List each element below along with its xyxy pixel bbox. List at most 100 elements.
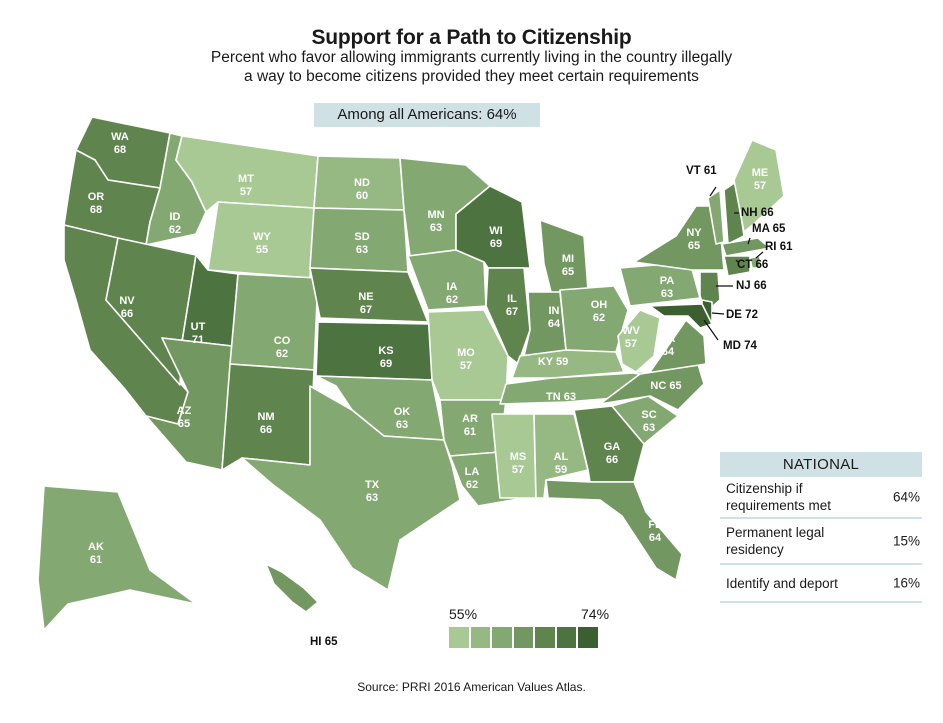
state-abbrev-ut: UT xyxy=(191,321,206,333)
state-abbrev-az: AZ xyxy=(177,405,192,417)
state-ia xyxy=(407,249,487,311)
state-label-ct: CT 66 xyxy=(737,259,768,271)
national-heading: NATIONAL xyxy=(720,452,922,477)
state-value-ga: 66 xyxy=(606,454,618,466)
national-row-label: Identify and deport xyxy=(726,576,838,591)
state-value-me: 57 xyxy=(754,180,766,192)
state-value-id: 62 xyxy=(169,224,181,236)
state-label-ky: KY 59 xyxy=(538,356,568,368)
state-value-wy: 55 xyxy=(256,244,268,256)
state-abbrev-ok: OK xyxy=(394,406,411,418)
leader-line-ma xyxy=(747,237,751,245)
state-value-ca: 67 xyxy=(72,360,84,372)
state-abbrev-mi: MI xyxy=(562,253,574,265)
state-value-wv: 57 xyxy=(625,338,637,350)
state-abbrev-or: OR xyxy=(88,191,105,203)
state-label-tn: TN 63 xyxy=(546,391,576,403)
state-md xyxy=(649,303,713,329)
legend-swatch xyxy=(535,627,555,648)
state-abbrev-ak: AK xyxy=(88,541,104,553)
state-value-wa: 68 xyxy=(114,144,126,156)
state-hi xyxy=(265,563,319,613)
state-abbrev-tx: TX xyxy=(365,479,380,491)
map-subtitle: Percent who favor allowing immigrants cu… xyxy=(0,48,943,86)
national-row-value: 64% xyxy=(892,489,920,505)
state-label-de: DE 72 xyxy=(726,309,758,321)
state-abbrev-in: IN xyxy=(549,305,560,317)
leader-line-de xyxy=(711,312,725,315)
state-value-mn: 63 xyxy=(430,222,442,234)
state-abbrev-va: VA xyxy=(661,333,676,345)
state-value-ok: 63 xyxy=(396,419,408,431)
state-value-mt: 57 xyxy=(240,186,252,198)
state-abbrev-ca: CA xyxy=(70,347,86,359)
state-value-sd: 63 xyxy=(356,244,368,256)
state-abbrev-pa: PA xyxy=(660,275,675,287)
state-value-ar: 61 xyxy=(464,426,476,438)
state-value-pa: 63 xyxy=(661,288,673,300)
national-row-label: Citizenship if requirements met xyxy=(726,481,832,513)
among-all-americans-badge: Among all Americans: 64% xyxy=(314,103,540,127)
legend-swatch xyxy=(556,627,576,648)
state-value-ut: 71 xyxy=(192,334,204,346)
national-summary-table: NATIONAL Citizenship if requirements met… xyxy=(720,452,922,603)
state-abbrev-la: LA xyxy=(465,466,480,478)
state-value-mi: 65 xyxy=(562,266,574,278)
state-va xyxy=(623,319,707,375)
state-value-az: 65 xyxy=(178,418,190,430)
legend-swatch xyxy=(470,627,490,648)
state-value-oh: 62 xyxy=(593,312,605,324)
state-abbrev-sc: SC xyxy=(641,409,656,421)
state-fl xyxy=(545,479,683,581)
subtitle-line-1: Percent who favor allowing immigrants cu… xyxy=(210,49,733,66)
state-value-in: 64 xyxy=(548,318,561,330)
legend-swatch xyxy=(449,627,469,648)
state-value-fl: 64 xyxy=(649,532,662,544)
state-value-co: 62 xyxy=(276,348,288,360)
state-abbrev-ar: AR xyxy=(462,413,478,425)
state-abbrev-mt: MT xyxy=(238,173,254,185)
state-label-nh: NH 66 xyxy=(741,207,774,219)
state-label-hi: HI 65 xyxy=(310,636,338,648)
state-abbrev-wa: WA xyxy=(111,131,129,143)
state-abbrev-nm: NM xyxy=(257,411,274,423)
state-abbrev-ga: GA xyxy=(604,441,621,453)
legend-swatch xyxy=(513,627,533,648)
state-label-ri: RI 61 xyxy=(765,241,793,253)
subtitle-line-2: a way to become citizens provided they m… xyxy=(244,68,699,85)
state-abbrev-ms: MS xyxy=(510,451,527,463)
state-value-tx: 63 xyxy=(366,492,378,504)
leader-line-md xyxy=(703,319,719,341)
state-value-nv: 66 xyxy=(121,308,133,320)
state-value-ne: 67 xyxy=(360,304,372,316)
national-row-value: 16% xyxy=(892,575,920,591)
state-value-ak: 61 xyxy=(90,554,102,566)
state-label-md: MD 74 xyxy=(723,340,757,352)
state-abbrev-mo: MO xyxy=(457,347,475,359)
legend-swatch xyxy=(492,627,512,648)
state-ct xyxy=(723,255,751,277)
state-vt xyxy=(707,189,725,245)
state-abbrev-oh: OH xyxy=(591,299,608,311)
state-value-la: 62 xyxy=(466,479,478,491)
state-abbrev-nv: NV xyxy=(119,295,135,307)
state-value-mo: 57 xyxy=(460,360,472,372)
state-abbrev-il: IL xyxy=(507,293,517,305)
state-abbrev-id: ID xyxy=(170,211,181,223)
state-ma xyxy=(721,237,771,257)
state-abbrev-mn: MN xyxy=(427,209,444,221)
state-ak xyxy=(37,485,197,631)
state-value-ny: 65 xyxy=(688,240,700,252)
national-row: Identify and deport 16% xyxy=(720,565,922,603)
national-row-label: Permanent legal residency xyxy=(726,525,825,557)
national-row: Permanent legal residency 15% xyxy=(720,519,922,565)
state-abbrev-fl: FL xyxy=(648,519,662,531)
state-tx xyxy=(241,385,461,591)
map-title: Support for a Path to Citizenship xyxy=(311,26,632,49)
state-label-ma: MA 65 xyxy=(752,223,786,235)
state-value-ia: 62 xyxy=(446,294,458,306)
state-value-va: 64 xyxy=(662,346,675,358)
state-co xyxy=(229,273,319,371)
state-label-nc: NC 65 xyxy=(650,380,681,392)
